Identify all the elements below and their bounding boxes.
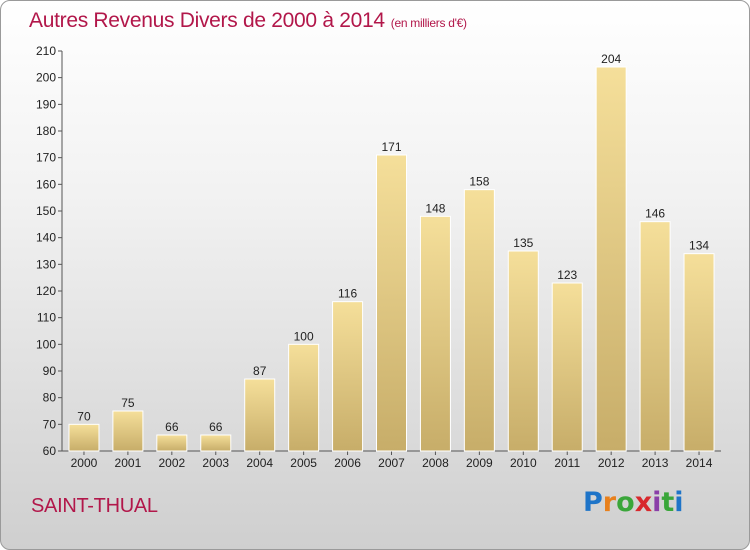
- y-tick-label: 120: [36, 284, 56, 298]
- bar-2003: [200, 434, 232, 452]
- bar-2010: [507, 250, 539, 452]
- bar-2007: [376, 154, 407, 452]
- x-tick-label: 2011: [554, 456, 580, 470]
- y-tick: 100: [36, 337, 62, 351]
- y-tick-label: 110: [37, 311, 56, 325]
- y-tick-label: 150: [36, 204, 56, 218]
- y-tick-label: 160: [36, 177, 56, 191]
- logo-letter: i: [674, 487, 684, 518]
- y-tick: 200: [36, 71, 62, 85]
- proxiti-logo: Proxiti: [583, 487, 684, 518]
- y-tick-label: 210: [36, 44, 56, 58]
- x-tick-label: 2003: [202, 456, 229, 470]
- bar-2001: [112, 410, 144, 452]
- bar-2011: [551, 282, 583, 452]
- logo-letter: o: [616, 487, 635, 518]
- x-tick-label: 2009: [466, 456, 493, 470]
- unit-label: (en milliers d'€): [390, 16, 467, 30]
- bar-2005: [288, 343, 320, 452]
- bar-value-label: 66: [209, 420, 223, 434]
- logo-letter: x: [634, 487, 653, 518]
- y-tick-label: 130: [36, 257, 56, 271]
- bar-2013: [639, 221, 671, 452]
- bar-value-label: 146: [645, 207, 665, 221]
- x-tick-label: 2000: [71, 456, 98, 470]
- bar-value-label: 66: [165, 420, 179, 434]
- x-tick-label: 2002: [158, 456, 185, 470]
- bar-value-label: 134: [689, 239, 709, 253]
- y-tick: 60: [43, 444, 62, 458]
- y-tick: 130: [36, 257, 62, 271]
- chart-title: Autres Revenus Divers de 2000 à 2014 (en …: [29, 9, 467, 33]
- y-tick-label: 60: [43, 444, 57, 458]
- y-tick-label: 90: [43, 364, 57, 378]
- x-tick-label: 2001: [115, 456, 142, 470]
- y-tick-label: 70: [43, 417, 57, 431]
- logo-letter: t: [661, 487, 675, 518]
- y-tick: 180: [36, 124, 62, 138]
- bar-value-label: 100: [294, 329, 314, 343]
- y-tick: 70: [43, 417, 62, 431]
- y-tick-label: 140: [36, 231, 56, 245]
- y-tick: 90: [43, 364, 62, 378]
- y-tick-label: 80: [43, 391, 57, 405]
- y-tick: 160: [36, 177, 62, 191]
- y-tick: 140: [36, 231, 62, 245]
- logo-letter: P: [583, 487, 603, 518]
- bar-value-label: 204: [601, 52, 621, 66]
- bar-value-label: 75: [121, 396, 135, 410]
- bar-2008: [419, 215, 451, 452]
- logo-letter: i: [652, 487, 662, 518]
- x-tick-label: 2004: [246, 456, 273, 470]
- bar-value-label: 135: [513, 236, 533, 250]
- bar-2000: [68, 423, 100, 452]
- x-tick-label: 2008: [422, 456, 449, 470]
- bar-value-label: 158: [469, 175, 489, 189]
- bar-value-label: 116: [338, 287, 357, 301]
- place-name: SAINT-THUAL: [31, 495, 158, 517]
- x-tick-label: 2006: [334, 456, 361, 470]
- bar-2002: [156, 434, 188, 452]
- x-tick-label: 2014: [686, 456, 713, 470]
- y-tick: 210: [36, 44, 62, 58]
- bar-value-label: 70: [77, 409, 91, 423]
- y-tick: 150: [36, 204, 62, 218]
- x-tick-label: 2007: [378, 456, 405, 470]
- bar-value-label: 171: [381, 140, 401, 154]
- x-tick-label: 2010: [510, 456, 537, 470]
- y-tick: 120: [36, 284, 62, 298]
- x-tick-label: 2013: [642, 456, 669, 470]
- y-tick-label: 170: [36, 151, 56, 165]
- bar-value-label: 148: [425, 201, 445, 215]
- bar-value-label: 123: [557, 268, 577, 282]
- title-text: Autres Revenus Divers de 2000 à 2014: [29, 9, 385, 32]
- x-tick-label: 2012: [598, 456, 625, 470]
- bar-value-label: 87: [253, 364, 267, 378]
- bar-2006: [332, 301, 364, 452]
- bar-2014: [683, 253, 715, 452]
- y-tick-label: 190: [36, 97, 56, 111]
- y-tick-label: 180: [36, 124, 56, 138]
- y-tick: 110: [37, 311, 62, 325]
- x-tick-label: 2005: [290, 456, 317, 470]
- bar-2012: [595, 66, 627, 452]
- logo-letter: r: [602, 487, 617, 518]
- y-tick-label: 200: [36, 71, 56, 85]
- y-tick: 190: [36, 97, 62, 111]
- y-tick: 80: [43, 391, 62, 405]
- y-tick-label: 100: [36, 337, 56, 351]
- y-tick: 170: [36, 151, 62, 165]
- bar-2009: [463, 189, 495, 452]
- bar-2004: [244, 378, 276, 452]
